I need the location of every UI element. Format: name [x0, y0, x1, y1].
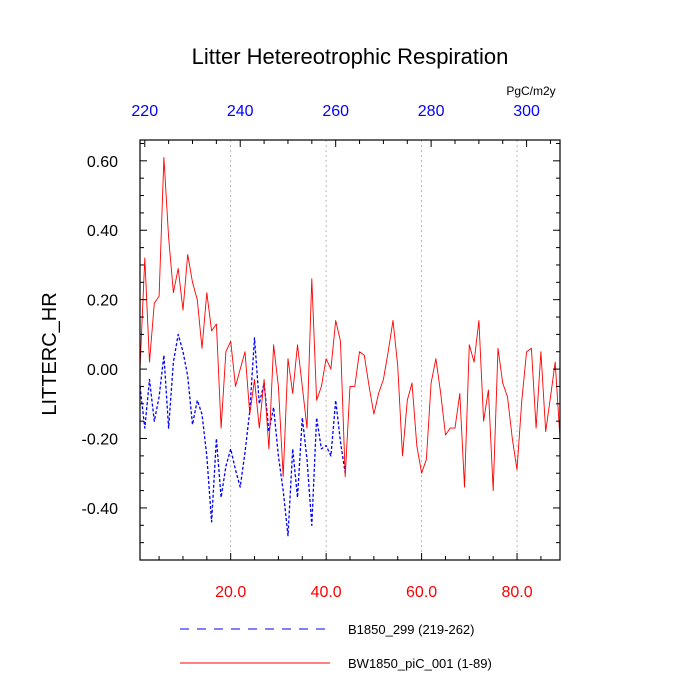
series-line-0	[139, 333, 346, 537]
x-tick-label: 80.0	[501, 584, 532, 601]
y-tick-label: 0.40	[87, 223, 118, 240]
y-tick-label: -0.20	[82, 432, 119, 449]
units-label: PgC/m2y	[506, 84, 555, 98]
x2-tick-label: 260	[322, 103, 349, 120]
x-tick-label: 20.0	[215, 584, 246, 601]
y-tick-label: 0.20	[87, 293, 118, 310]
chart-title: Litter Hetereotrophic Respiration	[192, 44, 509, 69]
legend-label-bw1850: BW1850_piC_001 (1-89)	[348, 656, 492, 671]
y-tick-label: -0.40	[82, 501, 119, 518]
series-line-1	[139, 156, 561, 492]
x-tick-label: 60.0	[406, 584, 437, 601]
x2-tick-label: 220	[131, 103, 158, 120]
gridlines	[230, 140, 518, 560]
legend: B1850_299 (219-262) BW1850_piC_001 (1-89…	[180, 622, 492, 671]
plot-frame	[139, 139, 561, 561]
legend-label-b1850: B1850_299 (219-262)	[348, 622, 475, 637]
x2-tick-label: 300	[513, 103, 540, 120]
y-tick-label: 0.00	[87, 362, 118, 379]
y-axis-label: LITTERC_HR	[39, 292, 61, 415]
y-tick-label: 0.60	[87, 154, 118, 171]
tick-labels: -0.40 -0.20 0.00 0.20 0.40 0.60 20.0 40.0 60.0 80…	[82, 103, 541, 601]
x2-tick-label: 280	[418, 103, 445, 120]
x2-tick-label: 240	[227, 103, 254, 120]
series-layer	[139, 156, 561, 537]
x-tick-label: 40.0	[311, 584, 342, 601]
axis-ticks	[140, 140, 560, 560]
